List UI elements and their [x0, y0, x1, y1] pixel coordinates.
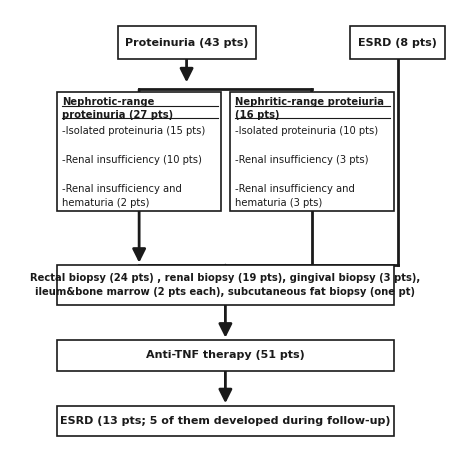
Text: Nephritic-range proteiuria: Nephritic-range proteiuria [235, 97, 384, 108]
Text: Rectal biopsy (24 pts) , renal biopsy (19 pts), gingival biopsy (3 pts),
ileum&b: Rectal biopsy (24 pts) , renal biopsy (1… [30, 273, 420, 297]
Text: Nephrotic-range: Nephrotic-range [63, 97, 155, 108]
FancyBboxPatch shape [350, 26, 446, 59]
FancyBboxPatch shape [118, 26, 255, 59]
Text: -Isolated proteinuria (15 pts)

-Renal insufficiency (10 pts)

-Renal insufficie: -Isolated proteinuria (15 pts) -Renal in… [63, 127, 206, 209]
Text: (16 pts): (16 pts) [235, 109, 279, 119]
Text: proteinuria (27 pts): proteinuria (27 pts) [63, 109, 173, 119]
Text: Anti-TNF therapy (51 pts): Anti-TNF therapy (51 pts) [146, 350, 305, 360]
Text: ESRD (13 pts; 5 of them developed during follow-up): ESRD (13 pts; 5 of them developed during… [60, 416, 391, 426]
FancyBboxPatch shape [57, 265, 393, 305]
FancyBboxPatch shape [230, 92, 393, 211]
Text: -Isolated proteinuria (10 pts)

-Renal insufficiency (3 pts)

-Renal insufficien: -Isolated proteinuria (10 pts) -Renal in… [235, 127, 378, 209]
FancyBboxPatch shape [57, 92, 221, 211]
FancyBboxPatch shape [57, 406, 393, 436]
Text: ESRD (8 pts): ESRD (8 pts) [358, 37, 438, 47]
Text: Proteinuria (43 pts): Proteinuria (43 pts) [125, 37, 248, 47]
FancyBboxPatch shape [57, 340, 393, 371]
